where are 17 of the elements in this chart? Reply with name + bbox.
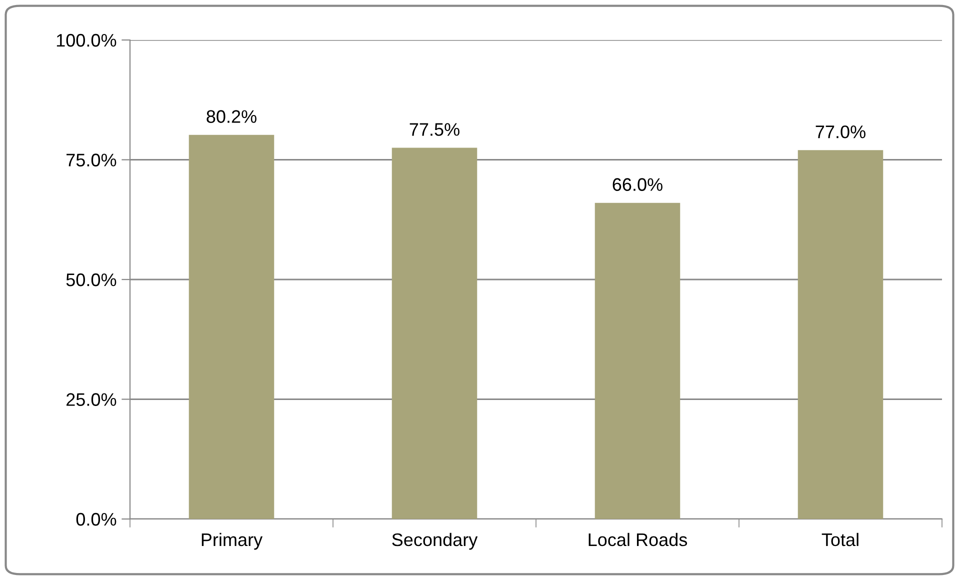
data-label: 77.0% (816, 125, 866, 138)
x-tick-label: Primary (202, 532, 263, 550)
y-tick-label: 50.0% (66, 273, 116, 286)
bar (798, 150, 884, 519)
bar (594, 202, 680, 519)
y-tick-label: 25.0% (66, 393, 116, 406)
y-tick-label: 0.0% (76, 512, 116, 526)
data-label: 66.0% (612, 178, 662, 191)
x-tick-label: Local Roads (588, 532, 688, 546)
bar (392, 148, 478, 519)
data-label: 77.5% (410, 123, 460, 136)
x-tick-label: Secondary (392, 532, 478, 550)
bar (188, 134, 274, 519)
data-label: 80.2% (206, 110, 256, 123)
x-tick-label: Total (822, 532, 858, 546)
y-tick-label: 75.0% (66, 154, 116, 166)
y-tick-label: 100.0% (56, 34, 116, 47)
